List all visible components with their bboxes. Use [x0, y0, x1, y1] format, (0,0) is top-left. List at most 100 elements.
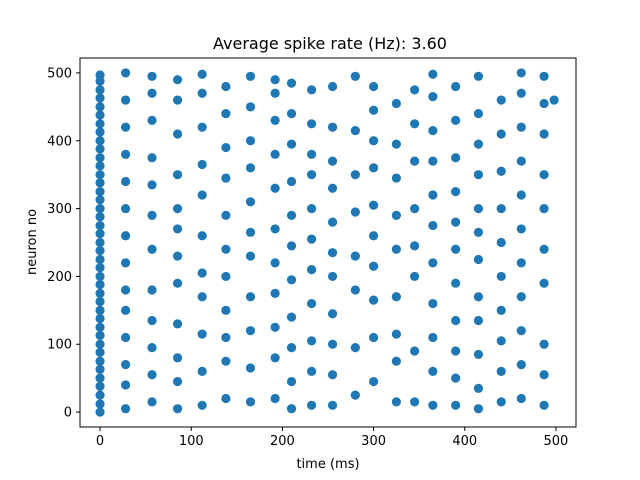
spike-point [496, 366, 506, 376]
spike-point [327, 339, 338, 349]
spike-point [473, 383, 484, 393]
spike-point [95, 246, 105, 256]
spike-point [428, 220, 438, 231]
spike-point [350, 125, 360, 136]
spike-point [172, 353, 183, 363]
y-tick-label: 0 [64, 406, 72, 421]
spike-point [327, 81, 338, 92]
spike-point [95, 279, 105, 290]
x-tick-label: 500 [544, 434, 569, 449]
spike-point [95, 364, 105, 374]
spike-point [245, 397, 256, 407]
x-tick-label: 100 [179, 434, 204, 449]
spike-point [286, 404, 297, 414]
spike-point [516, 326, 526, 336]
spike-point [221, 173, 231, 183]
spike-point [473, 292, 484, 302]
spike-point [391, 329, 401, 339]
spike-point [516, 224, 526, 234]
spike-point [172, 319, 183, 329]
spike-point [306, 149, 317, 159]
spike-point [350, 170, 360, 180]
spike-point [368, 200, 379, 210]
spike-point [516, 393, 526, 404]
spike-point [172, 170, 183, 180]
spike-point [368, 376, 379, 387]
spike-point [391, 397, 401, 407]
spike-point [496, 305, 506, 315]
spike-point [410, 85, 420, 95]
spike-point [95, 229, 105, 239]
spike-point [95, 254, 105, 265]
spike-point [270, 322, 280, 332]
spike-point [120, 231, 131, 241]
spike-point [473, 254, 484, 265]
spike-point [391, 244, 401, 254]
spike-point [147, 285, 157, 295]
spike-point [120, 176, 131, 187]
spike-point [120, 149, 131, 159]
spike-point [120, 68, 131, 78]
spike-point [197, 231, 207, 241]
spike-point [245, 163, 256, 173]
spike-point [327, 217, 338, 227]
spike-point [428, 366, 438, 376]
spike-point [147, 180, 157, 190]
spike-point [95, 399, 105, 409]
spike-point [327, 122, 338, 132]
spike-point [197, 366, 207, 376]
x-tick-label: 400 [452, 434, 477, 449]
spike-point [95, 102, 105, 112]
spike-point [221, 142, 231, 153]
spike-point [286, 312, 297, 322]
spike-point [95, 144, 105, 154]
spike-point [451, 153, 461, 163]
spike-point [120, 380, 131, 390]
spike-point [120, 332, 131, 343]
spike-point [539, 98, 549, 109]
spike-point [270, 224, 280, 234]
spike-point [516, 190, 526, 200]
spike-point [539, 129, 549, 139]
spike-point [496, 271, 506, 282]
y-tick-label: 400 [47, 134, 72, 149]
x-tick-label: 200 [270, 434, 295, 449]
spike-point [451, 400, 461, 410]
spike-point [410, 119, 420, 129]
spike-point [410, 271, 420, 282]
spike-point [496, 95, 506, 105]
spike-point [147, 343, 157, 353]
spike-point [327, 248, 338, 258]
spike-point [270, 115, 280, 125]
spike-point [245, 227, 256, 237]
spike-point [172, 95, 183, 105]
spike-point [539, 203, 549, 214]
spike-point [368, 136, 379, 146]
spike-point [95, 187, 105, 197]
spike-point [172, 75, 183, 85]
spike-point [245, 363, 256, 373]
spike-point [245, 292, 256, 302]
spike-point [368, 105, 379, 115]
spike-point [516, 156, 526, 166]
spike-point [286, 241, 297, 251]
y-axis-ticks: 0 100 200 300 400 500 [47, 66, 80, 421]
spike-point [270, 288, 280, 298]
spike-point [95, 347, 105, 357]
spike-point [451, 115, 461, 125]
spike-point [350, 390, 360, 400]
spike-point [306, 85, 317, 95]
spike-point [221, 332, 231, 343]
spike-point [245, 136, 256, 146]
spike-point [147, 115, 157, 125]
spike-point [286, 210, 297, 220]
spike-point [95, 407, 105, 417]
spike-point [473, 109, 484, 119]
spike-point [306, 366, 317, 376]
spike-point [95, 85, 105, 95]
spike-point [391, 210, 401, 220]
spike-point [473, 227, 484, 237]
spike-point [473, 349, 484, 360]
spike-point [245, 251, 256, 261]
spike-point [428, 400, 438, 410]
